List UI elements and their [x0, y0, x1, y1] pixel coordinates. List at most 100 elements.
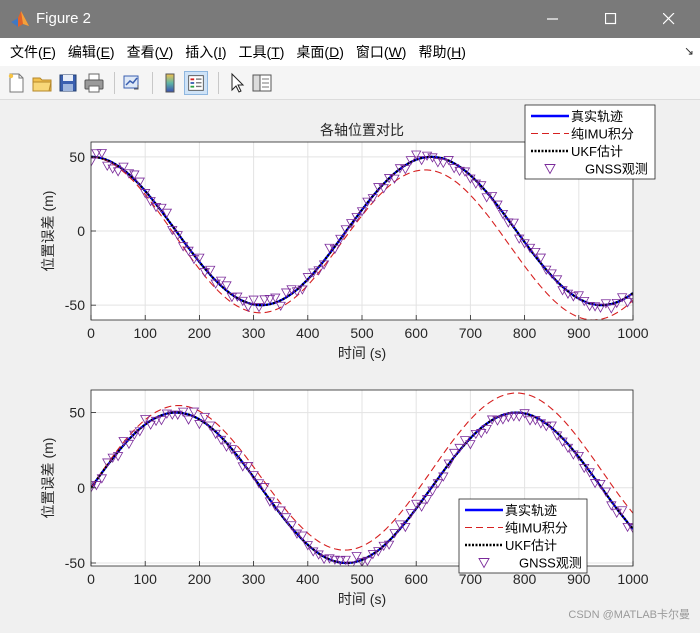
colorbar-icon[interactable]	[158, 71, 182, 95]
menu-tools[interactable]: 工具(T)	[233, 38, 291, 66]
figure-canvas[interactable]: 0 100 200 300 400 500 600 700 800 900 1000 50 0 -50 时间…	[0, 101, 700, 628]
open-icon[interactable]	[30, 71, 54, 95]
gnss-point	[291, 287, 303, 297]
gnss-point	[405, 509, 416, 519]
gnss-point	[427, 153, 438, 163]
gnss-point	[503, 413, 514, 423]
x-tick-label: 100	[134, 325, 158, 341]
gnss-point	[221, 281, 232, 291]
print-icon[interactable]	[82, 71, 106, 95]
gnss-point	[622, 298, 633, 308]
menu-insert[interactable]: 插入(I)	[179, 38, 232, 66]
gnss-point	[156, 416, 167, 426]
gnss-point	[210, 429, 221, 440]
y-tick-label: -50	[65, 555, 85, 571]
legend-icon[interactable]	[184, 71, 208, 95]
gnss-point	[579, 463, 590, 474]
gnss-point	[188, 407, 200, 417]
menu-view[interactable]: 查看(V)	[121, 38, 180, 66]
plot-lines	[91, 392, 633, 566]
gnss-point	[237, 296, 248, 307]
menu-desktop-tail: )	[339, 44, 344, 60]
x-tick-label: 600	[405, 325, 429, 341]
gnss-point	[102, 458, 113, 468]
dock-arrow-icon[interactable]: ↘	[683, 44, 694, 58]
gnss-point	[378, 541, 389, 552]
menu-desktop[interactable]: 桌面(D)	[290, 38, 349, 66]
gnss-point	[579, 296, 590, 307]
pointer-icon[interactable]	[224, 71, 248, 95]
gnss-point	[513, 412, 525, 422]
gnss-point	[595, 479, 606, 490]
gnss-point	[313, 266, 324, 276]
gnss-point	[454, 443, 465, 454]
menu-help[interactable]: 帮助(H)	[412, 38, 471, 66]
close-icon	[663, 13, 675, 25]
menu-edit[interactable]: 编辑(E)	[62, 38, 121, 66]
minimize-button[interactable]	[530, 0, 576, 38]
menu-window[interactable]: 窗口(W)	[350, 38, 413, 66]
gnss-point	[112, 452, 124, 462]
save-icon[interactable]	[56, 71, 80, 95]
y-tick-label: -50	[65, 297, 85, 313]
maximize-button[interactable]	[588, 0, 634, 38]
legend-label: UKF估计	[505, 538, 557, 553]
gnss-point	[373, 547, 384, 557]
gnss-point	[318, 260, 330, 270]
gnss-point	[389, 529, 400, 539]
new-figure-icon[interactable]	[4, 71, 28, 95]
gnss-point	[546, 421, 557, 431]
gnss-point	[573, 291, 584, 301]
legend-label: GNSS观测	[519, 556, 582, 571]
gnss-point	[416, 156, 427, 166]
gnss-point	[448, 448, 460, 459]
gnss-point	[551, 431, 563, 441]
y-axis-label: 位置误差 (m)	[40, 191, 56, 272]
menu-desktop-key: D	[329, 44, 340, 60]
menu-tools-key: T	[271, 44, 280, 60]
gnss-point	[562, 443, 574, 454]
y-tick-label: 50	[69, 405, 85, 421]
menu-help-key: H	[451, 44, 462, 60]
gnss-point	[400, 522, 411, 533]
close-button[interactable]	[646, 0, 692, 38]
gnss-point	[167, 410, 178, 420]
gnss-point	[378, 184, 389, 194]
gnss-point	[383, 174, 395, 184]
gnss-point	[205, 265, 216, 276]
gnss-point	[335, 556, 346, 566]
gnss-point	[199, 268, 211, 278]
menu-insert-key: I	[217, 44, 222, 60]
figure-toolbar	[0, 66, 700, 100]
gnss-point	[389, 174, 400, 184]
gnss-point	[411, 150, 422, 160]
link-plot-icon[interactable]	[120, 71, 144, 95]
gnss-point	[606, 304, 617, 314]
gnss-point	[199, 412, 211, 423]
gnss-point	[150, 416, 162, 427]
gnss-point	[362, 197, 373, 207]
gnss-point	[129, 170, 140, 180]
menu-desktop-label: 桌面(	[296, 44, 330, 60]
gnss-point	[394, 520, 406, 530]
gnss-point	[318, 554, 330, 565]
gnss-point	[270, 293, 281, 303]
property-inspector-icon[interactable]	[250, 71, 274, 95]
plot-area[interactable]: 0 100 200 300 400 500 600 700 800 900 1000500-50时间…	[0, 101, 700, 628]
gnss-point	[102, 161, 113, 171]
gnss-point	[465, 440, 476, 450]
gnss-point	[232, 451, 243, 461]
title-bar: Figure 2	[0, 0, 700, 38]
menu-file[interactable]: 文件(F)	[4, 38, 62, 66]
gnss-point	[627, 524, 633, 534]
x-tick-label: 400	[296, 571, 320, 587]
x-tick-label: 500	[350, 571, 374, 587]
x-tick-label: 1000	[617, 325, 648, 341]
gnss-point	[129, 430, 140, 440]
gnss-point	[183, 415, 194, 425]
gnss-point	[562, 289, 574, 299]
legend-label: UKF估计	[571, 144, 623, 159]
gnss-point	[606, 501, 617, 511]
x-tick-label: 300	[242, 325, 266, 341]
